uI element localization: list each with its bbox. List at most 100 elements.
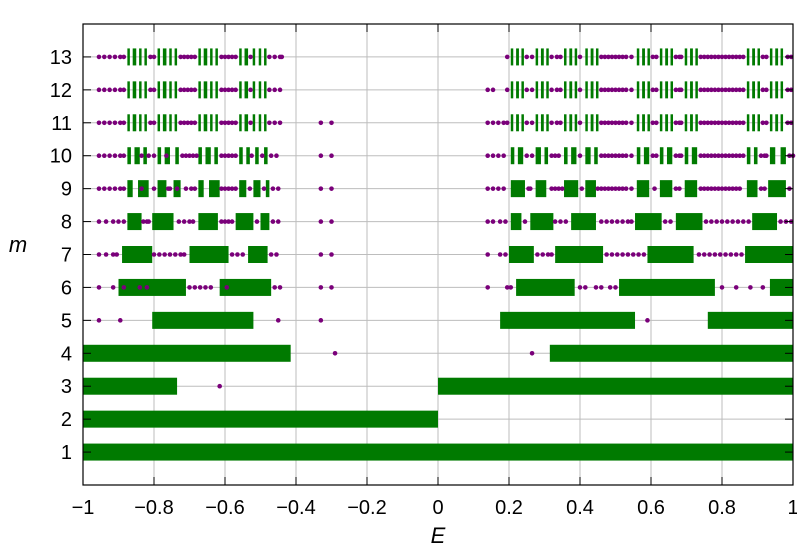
band-interval	[162, 114, 167, 132]
state-point	[650, 120, 656, 126]
state-point	[719, 87, 725, 93]
state-point	[730, 186, 735, 191]
band-interval	[210, 114, 213, 132]
state-point	[148, 54, 153, 60]
band-interval	[134, 147, 140, 165]
band-interval	[564, 48, 567, 66]
state-point	[741, 87, 746, 93]
state-point	[602, 54, 608, 60]
state-point	[272, 120, 278, 126]
state-point	[733, 186, 739, 191]
state-point	[616, 120, 622, 126]
state-point	[224, 285, 230, 290]
band-interval	[752, 48, 756, 66]
band-interval	[203, 81, 208, 99]
state-point	[556, 153, 561, 159]
state-point	[102, 186, 107, 191]
state-point	[217, 383, 222, 389]
band-interval	[666, 147, 673, 165]
state-point	[709, 153, 714, 159]
state-point	[164, 153, 169, 159]
state-point	[96, 120, 102, 126]
band-interval	[127, 114, 130, 132]
state-point	[121, 87, 127, 93]
y-tick-label: 6	[61, 277, 72, 299]
state-point	[226, 219, 231, 224]
state-point	[716, 186, 721, 191]
state-point	[254, 219, 260, 224]
state-point	[717, 252, 723, 257]
state-point	[583, 285, 588, 290]
state-point	[714, 219, 719, 224]
state-point	[188, 87, 194, 93]
state-point	[625, 252, 631, 257]
band-interval	[585, 147, 591, 165]
band-interval	[510, 114, 514, 132]
state-point	[485, 252, 491, 257]
state-point	[522, 219, 528, 224]
state-point	[719, 120, 725, 126]
state-point	[606, 153, 611, 159]
band-interval	[198, 180, 204, 198]
band-interval	[510, 147, 515, 165]
band-interval	[198, 81, 201, 99]
state-point	[180, 153, 185, 159]
x-tick-label: 0.6	[637, 497, 665, 519]
band-interval	[642, 81, 645, 99]
state-point	[176, 219, 182, 224]
state-point	[490, 186, 496, 191]
state-point	[737, 153, 743, 159]
band-interval	[684, 114, 688, 132]
state-point	[148, 87, 153, 93]
state-point	[267, 87, 272, 93]
state-point	[496, 153, 501, 159]
band-interval	[659, 81, 663, 99]
state-point	[318, 120, 324, 126]
state-point	[524, 54, 530, 60]
state-point	[625, 219, 631, 224]
state-point	[114, 252, 120, 257]
band-interval	[127, 81, 130, 99]
state-point	[219, 219, 224, 224]
state-point	[504, 87, 510, 93]
state-point	[735, 219, 741, 224]
y-tick-label: 2	[61, 409, 72, 431]
state-point	[716, 54, 721, 60]
band-interval	[585, 81, 588, 99]
band-interval	[169, 48, 172, 66]
band-interval	[169, 114, 172, 132]
point-series	[96, 54, 796, 389]
state-point	[185, 54, 191, 60]
state-point	[616, 186, 622, 191]
state-point	[226, 54, 231, 60]
band-interval	[665, 81, 669, 99]
state-point	[613, 285, 618, 290]
state-point	[503, 219, 508, 224]
state-point	[222, 153, 228, 159]
band-interval	[209, 180, 220, 198]
state-point	[613, 120, 618, 126]
y-tick-label: 12	[50, 80, 72, 102]
state-point	[723, 186, 728, 191]
band-interval	[246, 147, 250, 165]
band-interval	[122, 246, 153, 263]
state-point	[181, 54, 187, 60]
band-interval	[143, 147, 147, 165]
band-interval	[258, 114, 262, 132]
state-point	[219, 186, 224, 191]
y-tick-label: 9	[61, 179, 72, 201]
state-point	[579, 186, 585, 191]
x-tick-label: −0.2	[347, 497, 386, 519]
band-interval	[670, 114, 674, 132]
state-point	[620, 87, 625, 93]
state-point	[620, 219, 625, 224]
state-point	[604, 219, 609, 224]
band-interval	[260, 213, 270, 231]
state-point	[267, 54, 272, 60]
state-point	[760, 285, 766, 290]
band-interval	[239, 48, 242, 66]
state-point	[535, 252, 540, 257]
band-interval	[510, 180, 525, 198]
state-point	[181, 252, 187, 257]
